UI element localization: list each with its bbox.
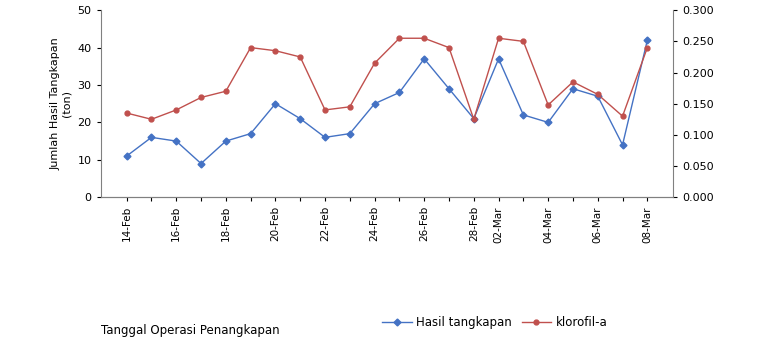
klorofil-a [469, 117, 478, 121]
Y-axis label: Jumlah Hasil Tangkapan
(ton): Jumlah Hasil Tangkapan (ton) [50, 37, 72, 170]
Hasil tangkapan [420, 57, 429, 61]
klorofil-a [543, 103, 553, 107]
klorofil-a [494, 36, 503, 40]
Hasil tangkapan [320, 135, 330, 139]
klorofil-a [147, 117, 156, 121]
Legend: Hasil tangkapan, klorofil-a: Hasil tangkapan, klorofil-a [378, 312, 612, 334]
klorofil-a [568, 80, 577, 84]
Hasil tangkapan [345, 132, 354, 136]
Hasil tangkapan [543, 120, 553, 124]
Hasil tangkapan [444, 87, 454, 91]
klorofil-a [395, 36, 404, 40]
Hasil tangkapan [172, 139, 181, 143]
Hasil tangkapan [271, 102, 280, 106]
Hasil tangkapan [469, 117, 478, 121]
Hasil tangkapan [246, 132, 255, 136]
Text: Tanggal Operasi Penangkapan: Tanggal Operasi Penangkapan [101, 324, 279, 337]
klorofil-a [444, 46, 454, 50]
klorofil-a [618, 114, 627, 118]
Hasil tangkapan [618, 143, 627, 147]
klorofil-a [122, 111, 132, 115]
klorofil-a [172, 108, 181, 112]
Hasil tangkapan [593, 94, 602, 98]
klorofil-a [345, 105, 354, 109]
Hasil tangkapan [221, 139, 231, 143]
Hasil tangkapan [395, 90, 404, 95]
Hasil tangkapan [147, 135, 156, 139]
klorofil-a [420, 36, 429, 40]
Hasil tangkapan [519, 113, 528, 117]
klorofil-a [370, 61, 379, 65]
klorofil-a [296, 55, 305, 59]
Line: klorofil-a: klorofil-a [124, 36, 650, 122]
Hasil tangkapan [370, 102, 379, 106]
Hasil tangkapan [122, 154, 132, 158]
klorofil-a [271, 49, 280, 53]
Hasil tangkapan [642, 38, 652, 42]
klorofil-a [221, 89, 231, 93]
Line: Hasil tangkapan: Hasil tangkapan [124, 38, 650, 166]
Hasil tangkapan [296, 117, 305, 121]
klorofil-a [642, 46, 652, 50]
Hasil tangkapan [494, 57, 503, 61]
Hasil tangkapan [568, 87, 577, 91]
klorofil-a [593, 92, 602, 96]
klorofil-a [519, 39, 528, 44]
klorofil-a [197, 96, 206, 100]
klorofil-a [320, 108, 330, 112]
klorofil-a [246, 46, 255, 50]
Hasil tangkapan [197, 162, 206, 166]
